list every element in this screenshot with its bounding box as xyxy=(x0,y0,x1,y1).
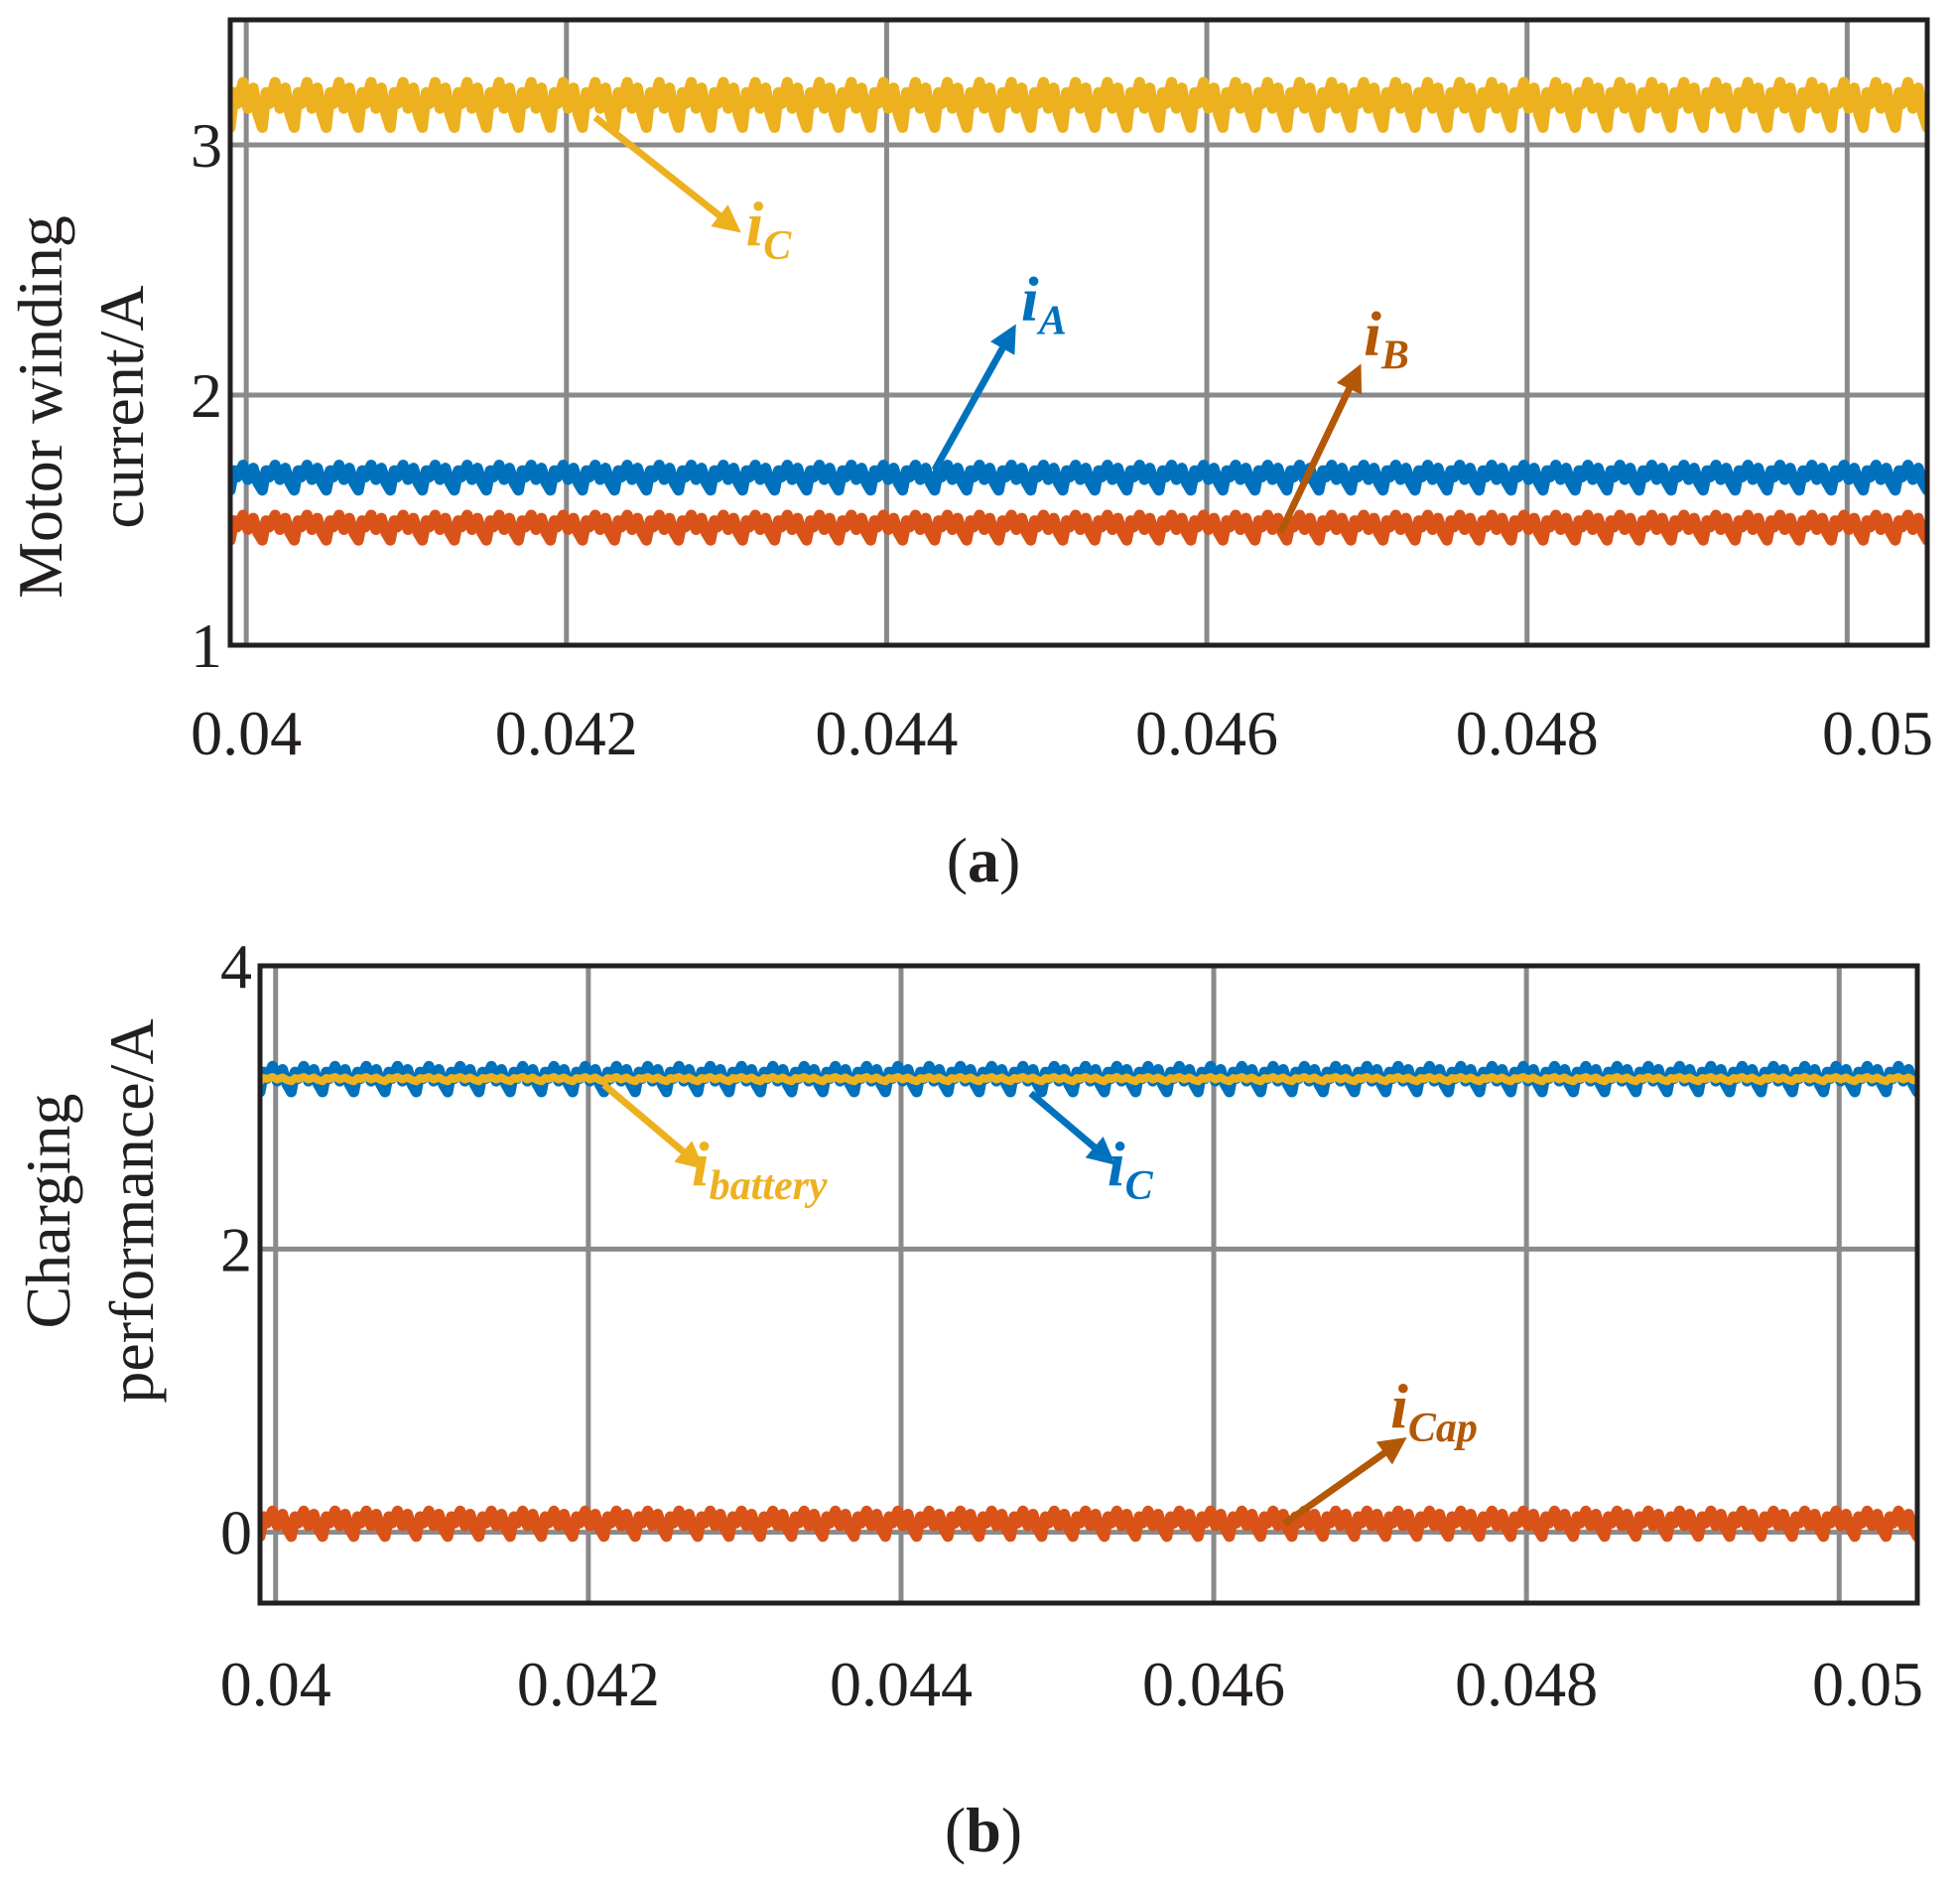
series-iA-line xyxy=(230,460,1927,496)
annotation-arrow xyxy=(1281,1436,1407,1527)
annotation-main: i xyxy=(1364,299,1381,369)
annotation-subscript: A xyxy=(1036,298,1067,343)
annotation-arrow xyxy=(931,324,1016,472)
annotation-iB: iB xyxy=(1277,299,1409,535)
annotation-subscript: C xyxy=(763,223,792,269)
x-tick-label: 0.048 xyxy=(1456,698,1599,768)
y-tick-label: 4 xyxy=(220,931,252,1002)
annotation-arrow xyxy=(601,1082,705,1170)
x-tick-label: 0.046 xyxy=(1142,1649,1285,1719)
annotation-iC: iC xyxy=(592,114,792,269)
x-tick-label: 0.05 xyxy=(1812,1649,1923,1719)
y-tick-label: 3 xyxy=(191,110,222,181)
series-ibattery-line xyxy=(260,1073,1917,1086)
annotation-label: iCap xyxy=(1390,1371,1478,1451)
y-tick-label: 1 xyxy=(191,610,222,681)
annotation-label: iA xyxy=(1021,263,1067,343)
annotation-main: i xyxy=(1021,263,1039,334)
annotation-iA: iA xyxy=(931,263,1067,472)
caption-letter: b xyxy=(966,1795,1001,1865)
plot-frame xyxy=(257,963,1920,1606)
annotation-label: iB xyxy=(1364,299,1409,379)
annotation-ibattery: ibattery xyxy=(601,1082,828,1209)
annotation-label: iC xyxy=(745,189,792,269)
annotation-label: ibattery xyxy=(692,1129,828,1209)
x-tick-label: 0.042 xyxy=(495,698,638,768)
x-tick-label: 0.044 xyxy=(815,698,958,768)
annotation-label: iC xyxy=(1108,1129,1154,1209)
caption-open: ( xyxy=(945,1795,966,1865)
annotation-main: i xyxy=(745,189,763,259)
panel-caption: (b) xyxy=(945,1795,1022,1865)
y-tick-label: 0 xyxy=(220,1498,252,1568)
series-iC-line xyxy=(260,1060,1917,1098)
annotation-subscript: B xyxy=(1380,334,1409,379)
annotation-main: i xyxy=(692,1129,710,1199)
y-tick-label: 2 xyxy=(191,360,222,431)
annotation-iCap: iCap xyxy=(1281,1371,1478,1527)
y-axis-label: Charging xyxy=(13,1093,83,1328)
annotation-main: i xyxy=(1108,1129,1125,1199)
annotation-subscript: C xyxy=(1125,1163,1154,1209)
series-iB-line xyxy=(230,509,1927,546)
annotation-arrow xyxy=(1028,1090,1115,1165)
y-tick-label: 2 xyxy=(220,1214,252,1284)
panel-a: 0.04 0.042 0.044 0.046 0.048 0.05 1 2 3 Motor win… xyxy=(5,17,1933,895)
x-tick-label: 0.044 xyxy=(830,1649,973,1719)
plot-frame xyxy=(227,17,1930,648)
series-group xyxy=(230,76,1927,546)
y-axis-label: performance/A xyxy=(96,1018,167,1403)
grid xyxy=(230,20,1927,645)
x-tick-label: 0.04 xyxy=(191,698,302,768)
caption-close: ) xyxy=(1001,1795,1022,1865)
caption-close: ) xyxy=(999,825,1020,895)
caption-letter: a xyxy=(968,825,999,895)
x-tick-label: 0.046 xyxy=(1135,698,1278,768)
caption-open: ( xyxy=(947,825,968,895)
panel-b: 0.04 0.042 0.044 0.046 0.048 0.05 0 2 4 Charging p… xyxy=(13,931,1923,1865)
x-tick-label: 0.05 xyxy=(1822,698,1933,768)
annotation-subscript: Cap xyxy=(1408,1406,1478,1451)
annotation-arrow xyxy=(1277,363,1363,535)
x-tick-label: 0.04 xyxy=(220,1649,331,1719)
x-tick-label: 0.042 xyxy=(517,1649,660,1719)
annotation-arrow xyxy=(592,114,741,233)
series-iCap-line xyxy=(260,1505,1917,1543)
series-group xyxy=(260,1060,1917,1543)
annotation-iC: iC xyxy=(1028,1090,1154,1209)
y-axis-label: Motor winding xyxy=(5,215,75,599)
series-iC-line xyxy=(230,76,1927,133)
panel-caption: (a) xyxy=(947,825,1021,895)
y-axis-label: current/A xyxy=(86,285,157,528)
x-tick-label: 0.048 xyxy=(1455,1649,1598,1719)
annotation-main: i xyxy=(1390,1371,1408,1441)
annotation-subscript: battery xyxy=(710,1163,828,1209)
